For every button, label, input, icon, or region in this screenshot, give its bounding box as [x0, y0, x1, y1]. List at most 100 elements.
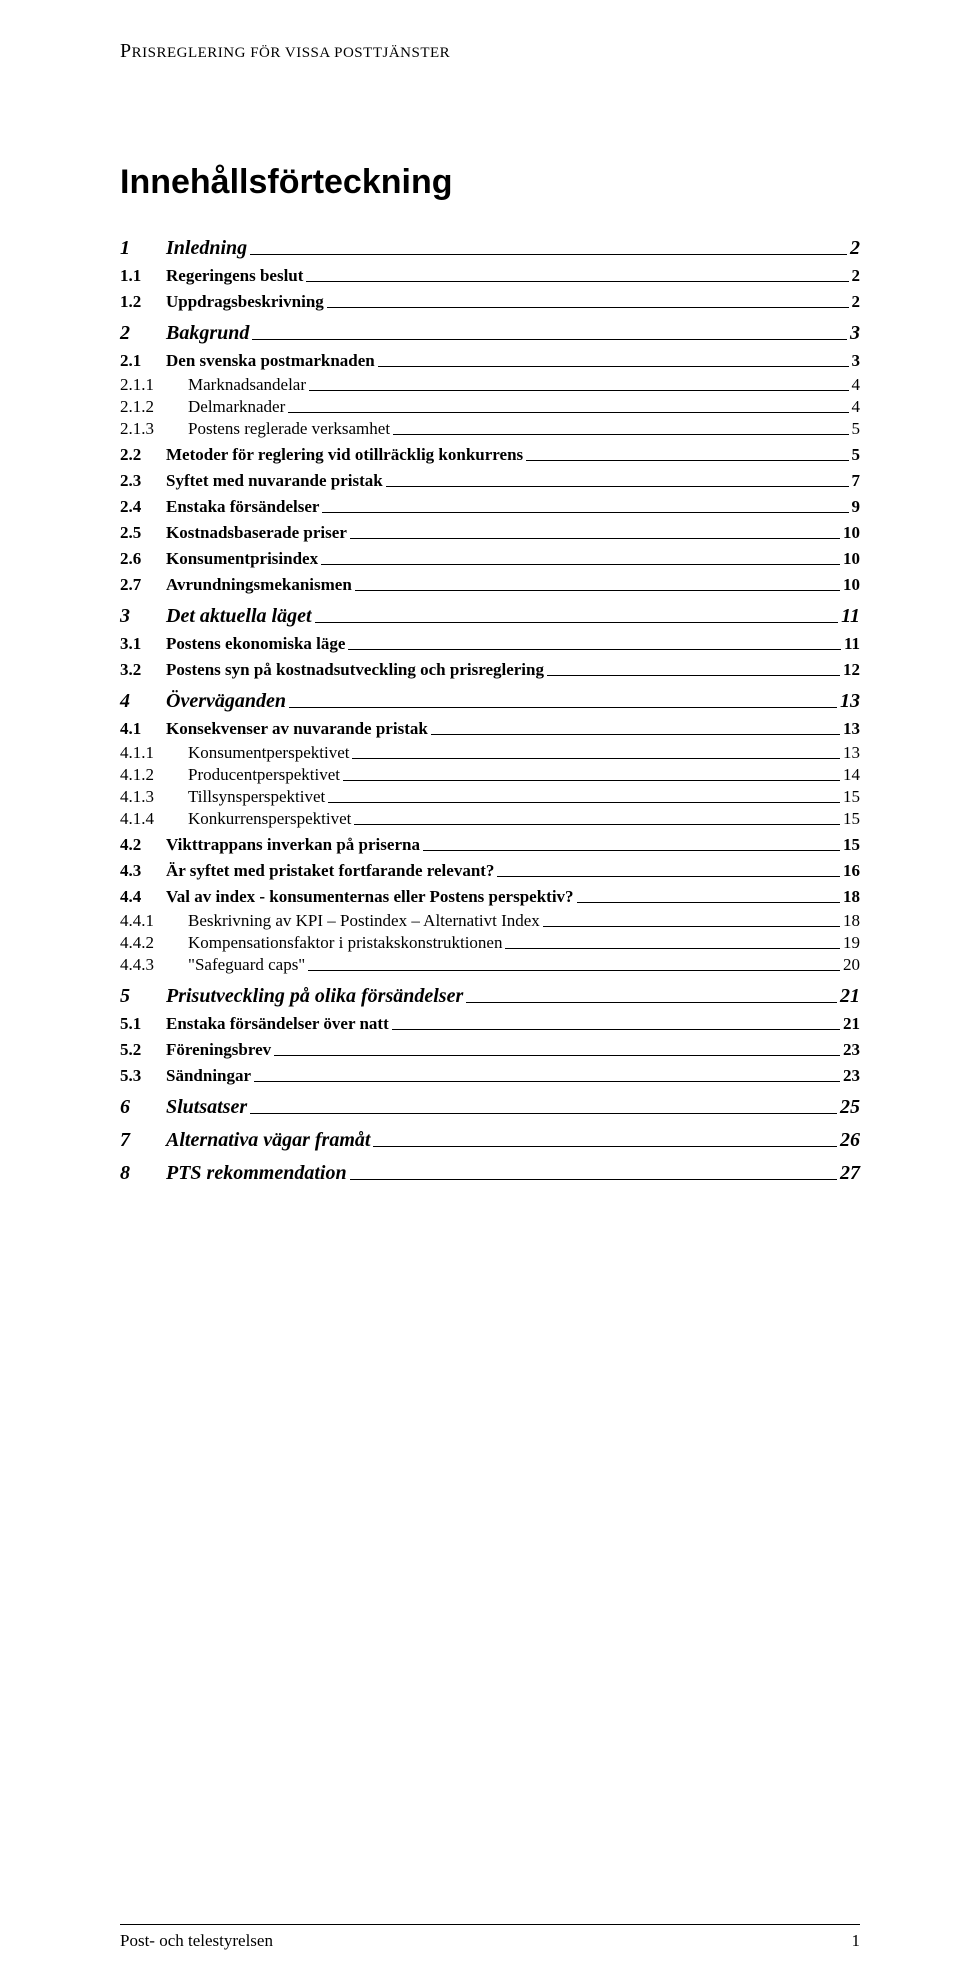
toc-entry-label: Konsumentperspektivet	[188, 743, 349, 763]
toc-entry-page: 10	[843, 549, 860, 569]
toc-entry-page: 10	[843, 523, 860, 543]
toc-entry: 4Överväganden13	[120, 690, 860, 713]
toc-entry-number: 4.3	[120, 861, 166, 881]
toc-entry: 2.1.3Postens reglerade verksamhet5	[120, 419, 860, 439]
toc-leader-line	[348, 649, 840, 650]
toc-entry-page: 9	[852, 497, 861, 517]
header-text: PRISREGLERING FÖR VISSA POSTTJÄNSTER	[120, 45, 450, 61]
toc-entry-label: Den svenska postmarknaden	[166, 351, 375, 371]
toc-entry-page: 2	[850, 237, 860, 260]
toc-entry: 3.2Postens syn på kostnadsutveckling och…	[120, 660, 860, 680]
toc-entry-label: Föreningsbrev	[166, 1040, 271, 1060]
toc-leader-line	[322, 512, 848, 513]
toc-entry-label: Tillsynsperspektivet	[188, 787, 325, 807]
toc-entry-page: 16	[843, 861, 860, 881]
toc-entry-label: Konkurrensperspektivet	[188, 809, 351, 829]
toc-entry: 5Prisutveckling på olika försändelser21	[120, 985, 860, 1008]
toc-leader-line	[350, 1179, 837, 1180]
toc-leader-line	[274, 1055, 840, 1056]
toc-leader-line	[306, 281, 848, 282]
toc-entry: 3.1Postens ekonomiska läge11	[120, 634, 860, 654]
toc-entry-label: Vikttrappans inverkan på priserna	[166, 835, 420, 855]
toc-entry-label: Beskrivning av KPI – Postindex – Alterna…	[188, 911, 540, 931]
toc-entry-number: 2	[120, 322, 166, 345]
toc-leader-line	[327, 307, 849, 308]
toc-leader-line	[423, 850, 840, 851]
toc-entry-page: 25	[840, 1096, 860, 1119]
toc-leader-line	[386, 486, 849, 487]
toc-entry-page: 15	[843, 835, 860, 855]
toc-entry: 3Det aktuella läget11	[120, 605, 860, 628]
toc-entry-page: 23	[843, 1040, 860, 1060]
toc-entry-number: 2.1.2	[120, 397, 188, 417]
toc-entry-page: 15	[843, 809, 860, 829]
toc-entry: 4.2Vikttrappans inverkan på priserna 15	[120, 835, 860, 855]
toc-entry-label: Enstaka försändelser över natt	[166, 1014, 389, 1034]
toc-entry-page: 2	[852, 292, 861, 312]
toc-entry-label: Delmarknader	[188, 397, 285, 417]
toc-entry-number: 6	[120, 1096, 166, 1119]
toc-entry: 1.1Regeringens beslut2	[120, 266, 860, 286]
toc-leader-line	[526, 460, 848, 461]
toc-entry-number: 7	[120, 1129, 166, 1152]
toc-entry-number: 2.2	[120, 445, 166, 465]
toc-leader-line	[328, 802, 840, 803]
footer-left: Post- och telestyrelsen	[120, 1931, 273, 1951]
toc-leader-line	[505, 948, 840, 949]
toc-entry-label: Slutsatser	[166, 1096, 247, 1119]
toc-entry-number: 2.5	[120, 523, 166, 543]
toc-entry-label: Metoder för reglering vid otillräcklig k…	[166, 445, 523, 465]
toc-entry-label: Överväganden	[166, 690, 286, 713]
document-header: PRISREGLERING FÖR VISSA POSTTJÄNSTER	[120, 40, 860, 63]
toc-entry: 2.6Konsumentprisindex10	[120, 549, 860, 569]
toc-leader-line	[355, 590, 840, 591]
toc-entry: 4.1Konsekvenser av nuvarande pristak13	[120, 719, 860, 739]
toc-entry-page: 4	[852, 375, 861, 395]
toc-entry-label: Syftet med nuvarande pristak	[166, 471, 383, 491]
toc-entry-number: 2.7	[120, 575, 166, 595]
toc-entry: 5.3Sändningar23	[120, 1066, 860, 1086]
toc-entry: 1.2Uppdragsbeskrivning 2	[120, 292, 860, 312]
toc-entry-page: 7	[852, 471, 861, 491]
toc-entry-number: 2.6	[120, 549, 166, 569]
toc-entry-number: 4.1	[120, 719, 166, 739]
toc-entry-label: Postens syn på kostnadsutveckling och pr…	[166, 660, 544, 680]
toc-entry-number: 2.3	[120, 471, 166, 491]
toc-leader-line	[547, 675, 840, 676]
header-rest: RISREGLERING FÖR VISSA POSTTJÄNSTER	[132, 45, 451, 61]
table-of-contents: 1Inledning21.1Regeringens beslut21.2Uppd…	[120, 237, 860, 1185]
toc-entry-page: 10	[843, 575, 860, 595]
toc-entry-label: PTS rekommendation	[166, 1162, 347, 1185]
toc-entry-page: 3	[850, 322, 860, 345]
toc-entry-number: 4.1.1	[120, 743, 188, 763]
footer-page-number: 1	[852, 1931, 861, 1951]
toc-entry-page: 21	[840, 985, 860, 1008]
toc-leader-line	[308, 970, 840, 971]
toc-entry-number: 2.1	[120, 351, 166, 371]
toc-entry-label: Uppdragsbeskrivning	[166, 292, 324, 312]
toc-leader-line	[431, 734, 840, 735]
toc-entry-number: 3.2	[120, 660, 166, 680]
toc-entry-number: 4.1.3	[120, 787, 188, 807]
toc-entry-number: 2.1.3	[120, 419, 188, 439]
toc-entry-number: 3.1	[120, 634, 166, 654]
toc-entry-number: 4.4.1	[120, 911, 188, 931]
toc-leader-line	[378, 366, 849, 367]
toc-entry-label: Marknadsandelar	[188, 375, 306, 395]
toc-entry-label: Val av index - konsumenternas eller Post…	[166, 887, 574, 907]
toc-entry: 2.5Kostnadsbaserade priser10	[120, 523, 860, 543]
toc-leader-line	[497, 876, 840, 877]
toc-entry: 2.1.1Marknadsandelar4	[120, 375, 860, 395]
toc-entry-number: 1.2	[120, 292, 166, 312]
toc-entry: 2.4Enstaka försändelser9	[120, 497, 860, 517]
toc-leader-line	[250, 1113, 837, 1114]
toc-entry-number: 8	[120, 1162, 166, 1185]
toc-entry-number: 4.2	[120, 835, 166, 855]
toc-entry-number: 4.4.3	[120, 955, 188, 975]
toc-entry-page: 14	[843, 765, 860, 785]
toc-entry-page: 2	[852, 266, 861, 286]
toc-leader-line	[577, 902, 840, 903]
toc-entry: 2Bakgrund3	[120, 322, 860, 345]
toc-leader-line	[309, 390, 848, 391]
toc-entry: 4.1.3Tillsynsperspektivet15	[120, 787, 860, 807]
